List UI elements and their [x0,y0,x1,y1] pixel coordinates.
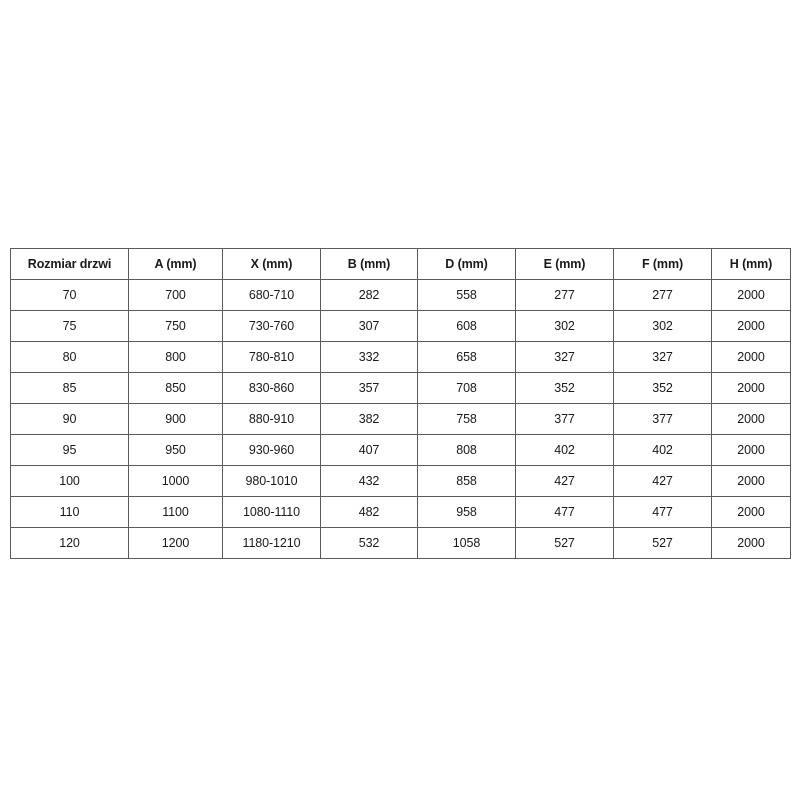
table-cell: 90 [10,403,129,435]
table-cell: 75 [10,310,129,342]
column-header-7: H (mm) [711,248,791,280]
table-cell: 700 [128,279,223,311]
table-cell: 800 [128,341,223,373]
table-cell: 307 [320,310,418,342]
table-cell: 608 [417,310,516,342]
table-cell: 808 [417,434,516,466]
table-cell: 1200 [128,527,223,559]
table-cell: 680-710 [222,279,321,311]
table-cell: 2000 [711,279,791,311]
table-cell: 482 [320,496,418,528]
column-header-2: X (mm) [222,248,321,280]
table-cell: 950 [128,434,223,466]
table-cell: 70 [10,279,129,311]
table-cell: 332 [320,341,418,373]
table-header-row: Rozmiar drzwi A (mm) X (mm) B (mm) D (mm) E (… [10,248,791,280]
table-cell: 730-760 [222,310,321,342]
table-cell: 750 [128,310,223,342]
table-cell: 527 [515,527,614,559]
column-header-1: A (mm) [128,248,223,280]
column-header-6: F (mm) [613,248,712,280]
table-cell: 1000 [128,465,223,497]
spec-table-container: Rozmiar drzwi A (mm) X (mm) B (mm) D (mm) E (… [10,248,791,559]
table-row: 85 850 830-860 357 708 352 352 2000 [10,372,791,404]
table-cell: 352 [515,372,614,404]
table-cell: 2000 [711,527,791,559]
table-cell: 357 [320,372,418,404]
table-cell: 900 [128,403,223,435]
table-header: Rozmiar drzwi A (mm) X (mm) B (mm) D (mm) E (… [10,248,791,280]
table-cell: 1180-1210 [222,527,321,559]
table-cell: 477 [515,496,614,528]
table-cell: 352 [613,372,712,404]
table-cell: 277 [515,279,614,311]
table-cell: 2000 [711,403,791,435]
table-cell: 958 [417,496,516,528]
table-row: 100 1000 980-1010 432 858 427 427 2000 [10,465,791,497]
table-cell: 427 [613,465,712,497]
table-cell: 120 [10,527,129,559]
table-cell: 858 [417,465,516,497]
table-cell: 427 [515,465,614,497]
table-row: 70 700 680-710 282 558 277 277 2000 [10,279,791,311]
table-cell: 282 [320,279,418,311]
table-cell: 2000 [711,341,791,373]
table-cell: 830-860 [222,372,321,404]
table-cell: 780-810 [222,341,321,373]
table-cell: 2000 [711,496,791,528]
table-row: 75 750 730-760 307 608 302 302 2000 [10,310,791,342]
table-cell: 327 [613,341,712,373]
table-cell: 302 [613,310,712,342]
table-cell: 2000 [711,310,791,342]
table-row: 120 1200 1180-1210 532 1058 527 527 2000 [10,527,791,559]
table-cell: 758 [417,403,516,435]
table-cell: 402 [613,434,712,466]
table-cell: 477 [613,496,712,528]
table-cell: 277 [613,279,712,311]
table-cell: 80 [10,341,129,373]
table-cell: 527 [613,527,712,559]
column-header-0: Rozmiar drzwi [10,248,129,280]
table-row: 80 800 780-810 332 658 327 327 2000 [10,341,791,373]
table-cell: 980-1010 [222,465,321,497]
table-cell: 327 [515,341,614,373]
table-cell: 377 [613,403,712,435]
table-cell: 930-960 [222,434,321,466]
table-cell: 432 [320,465,418,497]
table-cell: 2000 [711,465,791,497]
table-cell: 558 [417,279,516,311]
table-cell: 1080-1110 [222,496,321,528]
table-cell: 708 [417,372,516,404]
table-cell: 407 [320,434,418,466]
table-cell: 382 [320,403,418,435]
column-header-3: B (mm) [320,248,418,280]
table-cell: 850 [128,372,223,404]
column-header-4: D (mm) [417,248,516,280]
table-row: 90 900 880-910 382 758 377 377 2000 [10,403,791,435]
table-cell: 85 [10,372,129,404]
table-cell: 1058 [417,527,516,559]
table-row: 95 950 930-960 407 808 402 402 2000 [10,434,791,466]
table-row: 110 1100 1080-1110 482 958 477 477 2000 [10,496,791,528]
table-cell: 110 [10,496,129,528]
table-cell: 2000 [711,372,791,404]
table-cell: 2000 [711,434,791,466]
table-cell: 880-910 [222,403,321,435]
column-header-5: E (mm) [515,248,614,280]
table-cell: 532 [320,527,418,559]
table-body: 70 700 680-710 282 558 277 277 2000 75 750 730-760… [10,279,791,559]
door-size-specification-table: Rozmiar drzwi A (mm) X (mm) B (mm) D (mm) E (… [10,248,791,559]
table-cell: 658 [417,341,516,373]
table-cell: 402 [515,434,614,466]
table-cell: 1100 [128,496,223,528]
table-cell: 302 [515,310,614,342]
table-cell: 377 [515,403,614,435]
table-cell: 100 [10,465,129,497]
table-cell: 95 [10,434,129,466]
